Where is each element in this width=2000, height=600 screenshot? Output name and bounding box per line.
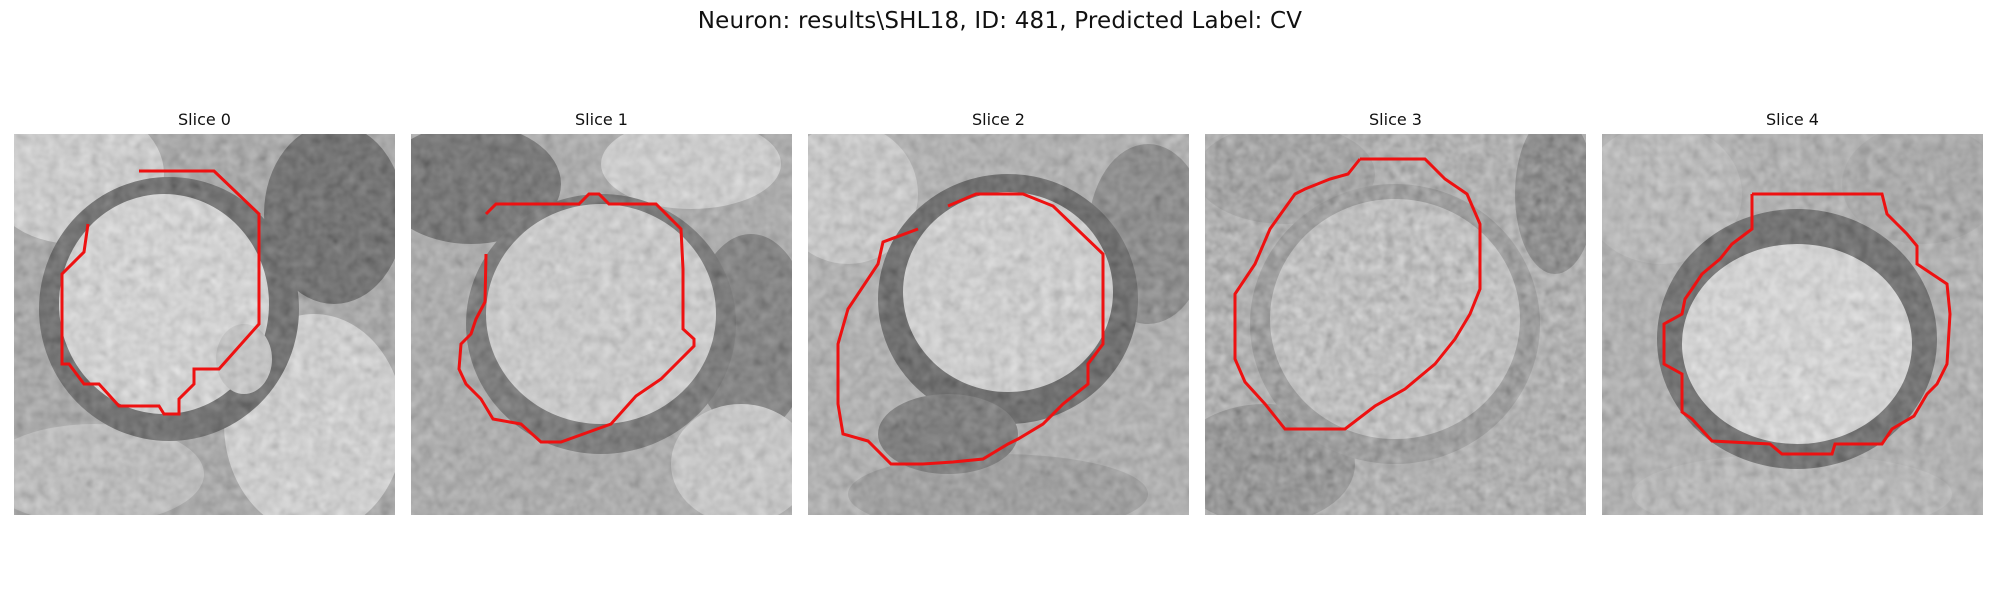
- contour-outline-1: [457, 192, 696, 444]
- slice-title-0: Slice 0: [178, 110, 231, 129]
- slice-panel-3: Slice 3: [1205, 110, 1586, 517]
- slice-panel-2: Slice 2: [808, 110, 1189, 517]
- slice-image-2: [808, 134, 1189, 515]
- slice-panel-1: Slice 1: [411, 110, 792, 517]
- slice-title-4: Slice 4: [1766, 110, 1819, 129]
- contour-outline-2: [836, 192, 1105, 466]
- slice-title-1: Slice 1: [575, 110, 628, 129]
- contour-outline-4: [1662, 192, 1952, 456]
- figure-title: Neuron: results\SHL18, ID: 481, Predicte…: [697, 8, 1303, 34]
- contour-outline-0: [60, 169, 261, 416]
- slice-panel-4: Slice 4: [1602, 110, 1983, 517]
- slice-image-3: [1205, 134, 1586, 515]
- slice-title-2: Slice 2: [972, 110, 1025, 129]
- slice-image-1: [411, 134, 792, 515]
- slice-title-3: Slice 3: [1369, 110, 1422, 129]
- slice-panel-0: Slice 0: [14, 110, 395, 517]
- contour-outline-3: [1233, 157, 1482, 431]
- slice-image-4: [1602, 134, 1983, 515]
- slice-image-0: [14, 134, 395, 515]
